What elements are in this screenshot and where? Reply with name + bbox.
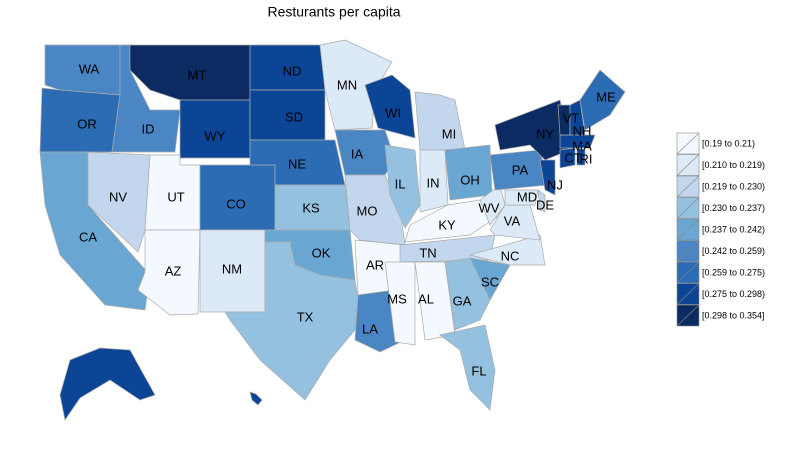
state-label: NY (536, 126, 554, 141)
state (59, 347, 156, 421)
state-label: NJ (547, 177, 563, 192)
state-label: UT (167, 189, 184, 204)
state-label: MO (357, 203, 378, 218)
legend-swatch-line (676, 261, 700, 284)
state-label: KS (302, 200, 320, 215)
legend-label: [0.210 to 0.219) (702, 160, 765, 170)
state-label: NC (501, 248, 520, 263)
state-label: CT (564, 150, 581, 165)
state-label: MN (337, 77, 357, 92)
state (364, 74, 416, 139)
legend-label: [0.230 to 0.237) (702, 203, 765, 213)
state-label: MT (188, 67, 207, 82)
state-label: LA (362, 321, 378, 336)
state (579, 69, 626, 131)
legend-swatch-line (676, 304, 700, 327)
legend-label: [0.298 to 0.354] (702, 310, 765, 320)
state-label: OH (460, 172, 480, 187)
legend-swatch-line (676, 132, 700, 155)
state (384, 261, 416, 346)
state (249, 391, 263, 406)
state-label: TX (297, 309, 314, 324)
state-label: SC (481, 274, 499, 289)
state (576, 147, 586, 166)
state (489, 204, 541, 241)
legend-label: [0.19 to 0.21) (702, 138, 755, 148)
state (87, 151, 151, 253)
state-label: NH (573, 123, 592, 138)
state (504, 189, 539, 206)
state-label: RI (580, 151, 593, 166)
state-label: IA (351, 146, 364, 161)
legend-swatch-line (676, 283, 700, 305)
state-label: WI (385, 105, 401, 120)
state-label: GA (453, 293, 472, 308)
state-label: WA (79, 61, 100, 76)
state-label: VT (563, 110, 580, 125)
state (537, 189, 546, 213)
state-label: OK (312, 245, 331, 260)
state (384, 144, 421, 229)
state (468, 234, 546, 266)
state-label: MA (572, 138, 592, 153)
state-label: IL (395, 176, 406, 191)
state (469, 257, 511, 301)
state-label: MS (387, 291, 407, 306)
state (414, 91, 466, 151)
legend-swatch-line (676, 240, 700, 262)
state-label: ME (596, 89, 616, 104)
state (224, 241, 359, 401)
state-label: CA (79, 229, 97, 244)
state-label: MI (442, 126, 456, 141)
state-label: SD (285, 109, 303, 124)
state-label: PA (512, 162, 529, 177)
state-label: KY (438, 217, 456, 232)
legend-label: [0.219 to 0.230) (702, 181, 765, 191)
state (439, 324, 496, 411)
state-label: CO (226, 196, 246, 211)
legend-swatch-line (676, 197, 700, 219)
state-label: WV (479, 200, 500, 215)
state-label: FL (471, 363, 486, 378)
legend-label: [0.259 to 0.275) (702, 267, 765, 277)
state-label: WY (205, 128, 226, 143)
state-label: AZ (165, 263, 182, 278)
state-label: VA (504, 213, 521, 228)
map-title: Resturants per capita (267, 4, 400, 20)
legend-swatch-line (676, 154, 700, 176)
legend-label: [0.275 to 0.298) (702, 289, 765, 299)
state-label: NM (222, 261, 242, 276)
legend-label: [0.237 to 0.242) (702, 224, 765, 234)
state (559, 147, 576, 169)
legend-swatch-line (676, 175, 700, 198)
state (444, 257, 491, 331)
state-label: ID (142, 121, 155, 136)
state-label: AR (366, 257, 384, 272)
legend-swatch-line (676, 218, 700, 241)
state-label: IN (427, 175, 440, 190)
legend-label: [0.242 to 0.259) (702, 246, 765, 256)
state-label: DE (536, 197, 554, 212)
state-label: AL (418, 291, 434, 306)
state (539, 159, 556, 196)
state-label: OR (77, 116, 97, 131)
state-label: NV (109, 189, 127, 204)
state-label: MD (517, 189, 537, 204)
state-label: NE (288, 156, 306, 171)
state-label: ND (283, 63, 302, 78)
state-label: TN (419, 245, 436, 260)
